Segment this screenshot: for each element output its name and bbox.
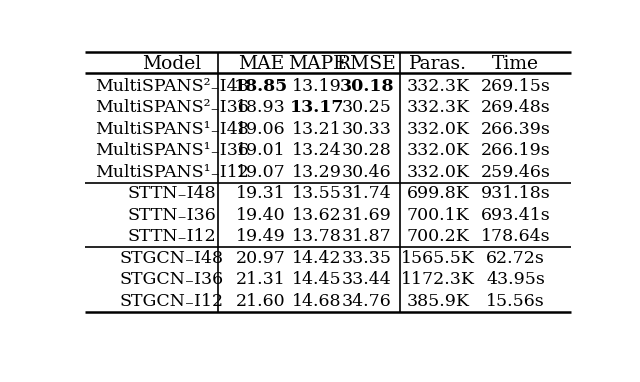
Text: 931.18s: 931.18s (481, 185, 550, 202)
Text: RMSE: RMSE (337, 55, 397, 73)
Text: 332.0K: 332.0K (406, 164, 470, 181)
Text: Paras.: Paras. (409, 55, 467, 73)
Text: MultiSPANS²₋I36: MultiSPANS²₋I36 (95, 99, 248, 117)
Text: 19.01: 19.01 (236, 142, 286, 159)
Text: 30.33: 30.33 (342, 121, 392, 138)
Text: MultiSPANS¹₋I12: MultiSPANS¹₋I12 (95, 164, 249, 181)
Text: 259.46s: 259.46s (481, 164, 550, 181)
Text: 332.3K: 332.3K (406, 78, 470, 95)
Text: 30.28: 30.28 (342, 142, 392, 159)
Text: STTN₋I48: STTN₋I48 (127, 185, 216, 202)
Text: 14.42: 14.42 (292, 250, 342, 267)
Text: 19.07: 19.07 (236, 164, 286, 181)
Text: 19.49: 19.49 (236, 228, 286, 245)
Text: 30.46: 30.46 (342, 164, 392, 181)
Text: 31.74: 31.74 (342, 185, 392, 202)
Text: 13.62: 13.62 (292, 207, 342, 224)
Text: STTN₋I12: STTN₋I12 (127, 228, 216, 245)
Text: 332.0K: 332.0K (406, 121, 470, 138)
Text: MultiSPANS²₋I48: MultiSPANS²₋I48 (95, 78, 248, 95)
Text: 699.8K: 699.8K (406, 185, 470, 202)
Text: 13.78: 13.78 (292, 228, 342, 245)
Text: 385.9K: 385.9K (406, 293, 470, 310)
Text: 31.69: 31.69 (342, 207, 392, 224)
Text: 34.76: 34.76 (342, 293, 392, 310)
Text: 332.0K: 332.0K (406, 142, 470, 159)
Text: Model: Model (142, 55, 202, 73)
Text: 31.87: 31.87 (342, 228, 392, 245)
Text: 62.72s: 62.72s (486, 250, 545, 267)
Text: 43.95s: 43.95s (486, 271, 545, 288)
Text: MAE: MAE (238, 55, 284, 73)
Text: 20.97: 20.97 (236, 250, 286, 267)
Text: 700.2K: 700.2K (406, 228, 470, 245)
Text: 13.21: 13.21 (292, 121, 342, 138)
Text: 269.48s: 269.48s (481, 99, 550, 117)
Text: 266.19s: 266.19s (481, 142, 550, 159)
Text: STGCN₋I48: STGCN₋I48 (120, 250, 224, 267)
Text: 13.19: 13.19 (292, 78, 342, 95)
Text: 14.45: 14.45 (292, 271, 342, 288)
Text: 30.18: 30.18 (339, 78, 394, 95)
Text: 21.60: 21.60 (236, 293, 286, 310)
Text: 15.56s: 15.56s (486, 293, 545, 310)
Text: STGCN₋I36: STGCN₋I36 (120, 271, 224, 288)
Text: STTN₋I36: STTN₋I36 (127, 207, 216, 224)
Text: STGCN₋I12: STGCN₋I12 (120, 293, 224, 310)
Text: 269.15s: 269.15s (481, 78, 550, 95)
Text: 266.39s: 266.39s (481, 121, 550, 138)
Text: 18.93: 18.93 (236, 99, 286, 117)
Text: 693.41s: 693.41s (481, 207, 550, 224)
Text: 19.31: 19.31 (236, 185, 286, 202)
Text: 178.64s: 178.64s (481, 228, 550, 245)
Text: MultiSPANS¹₋I48: MultiSPANS¹₋I48 (95, 121, 248, 138)
Text: MAPE: MAPE (288, 55, 346, 73)
Text: 18.85: 18.85 (234, 78, 288, 95)
Text: 332.3K: 332.3K (406, 99, 470, 117)
Text: 13.24: 13.24 (292, 142, 342, 159)
Text: 13.55: 13.55 (292, 185, 342, 202)
Text: 1565.5K: 1565.5K (401, 250, 475, 267)
Text: 13.29: 13.29 (292, 164, 342, 181)
Text: 33.35: 33.35 (342, 250, 392, 267)
Text: 21.31: 21.31 (236, 271, 286, 288)
Text: Time: Time (492, 55, 539, 73)
Text: 14.68: 14.68 (292, 293, 342, 310)
Text: 1172.3K: 1172.3K (401, 271, 475, 288)
Text: MultiSPANS¹₋I36: MultiSPANS¹₋I36 (95, 142, 249, 159)
Text: 19.40: 19.40 (236, 207, 286, 224)
Text: 13.17: 13.17 (290, 99, 344, 117)
Text: 700.1K: 700.1K (407, 207, 470, 224)
Text: 30.25: 30.25 (342, 99, 392, 117)
Text: 19.06: 19.06 (236, 121, 286, 138)
Text: 33.44: 33.44 (342, 271, 392, 288)
